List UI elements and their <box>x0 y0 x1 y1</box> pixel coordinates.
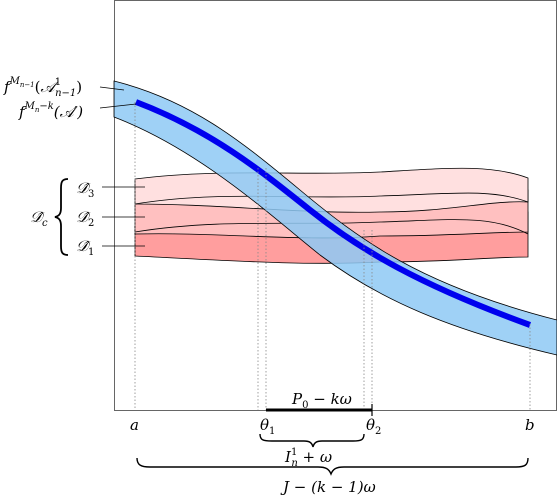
label-in: I1 n + ω <box>284 447 332 469</box>
label-theta1: θ1 <box>260 416 275 437</box>
label-d2: 𝒟̂2 <box>76 208 94 229</box>
pointer-f-top <box>99 86 125 91</box>
label-p0: P0 − kω <box>291 390 352 411</box>
label-f-bottom: fMn−k(𝒜′) <box>18 101 83 121</box>
label-dc: 𝒟̂c <box>30 208 48 229</box>
j-brace <box>136 457 529 476</box>
in-brace <box>259 433 365 448</box>
d3-band <box>134 167 529 213</box>
d1-d2-boundary <box>134 219 529 235</box>
label-b: b <box>525 416 535 434</box>
dc-brace <box>54 178 69 256</box>
d2-d3-boundary <box>134 192 529 205</box>
label-j: J − (k − 1)ω <box>280 478 376 496</box>
label-theta2: θ2 <box>366 416 381 437</box>
pointer-f-bottom <box>99 103 137 109</box>
label-d1: 𝒟̂1 <box>76 237 94 258</box>
label-d3: 𝒟̂3 <box>76 179 94 200</box>
image-curve <box>134 99 532 328</box>
label-f-top: fMn−1(𝒜1 n−1) <box>3 76 82 99</box>
guide-lines <box>134 102 531 410</box>
label-a: a <box>130 416 139 434</box>
